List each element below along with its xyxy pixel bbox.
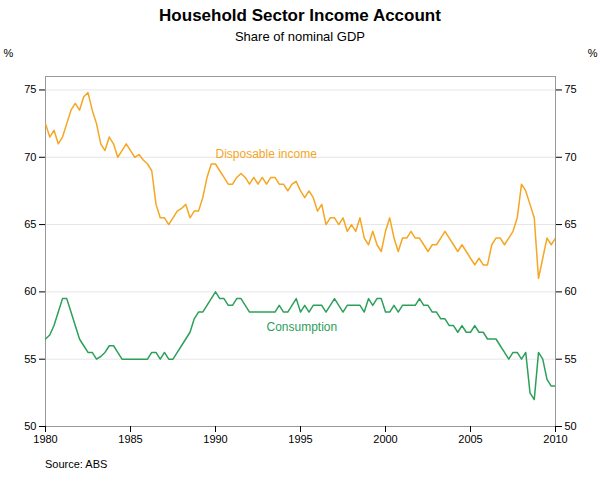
svg-text:60: 60 [24, 285, 36, 297]
svg-text:50: 50 [565, 420, 577, 432]
svg-text:Consumption: Consumption [267, 320, 338, 334]
svg-text:65: 65 [565, 218, 577, 230]
svg-text:70: 70 [24, 151, 36, 163]
svg-text:55: 55 [565, 353, 577, 365]
svg-text:65: 65 [24, 218, 36, 230]
svg-text:75: 75 [24, 83, 36, 95]
svg-text:1995: 1995 [288, 433, 312, 445]
svg-text:50: 50 [24, 420, 36, 432]
svg-text:75: 75 [565, 83, 577, 95]
html-text:Share of nominal GDP: Share of nominal GDP [235, 29, 365, 44]
svg-text:55: 55 [24, 353, 36, 365]
svg-text:1990: 1990 [203, 433, 227, 445]
svg-text:%: % [4, 47, 14, 59]
svg-text:2005: 2005 [458, 433, 482, 445]
svg-text:60: 60 [565, 285, 577, 297]
svg-text:1980: 1980 [33, 433, 57, 445]
svg-text:70: 70 [565, 151, 577, 163]
html-text:Source: ABS: Source: ABS [45, 458, 108, 470]
svg-text:1985: 1985 [118, 433, 142, 445]
svg-text:%: % [588, 47, 598, 59]
svg-text:2010: 2010 [543, 433, 567, 445]
svg-text:Disposable income: Disposable income [216, 147, 318, 161]
html-text:Household Sector Income Accoun: Household Sector Income Account [159, 6, 441, 25]
svg-text:2000: 2000 [373, 433, 397, 445]
